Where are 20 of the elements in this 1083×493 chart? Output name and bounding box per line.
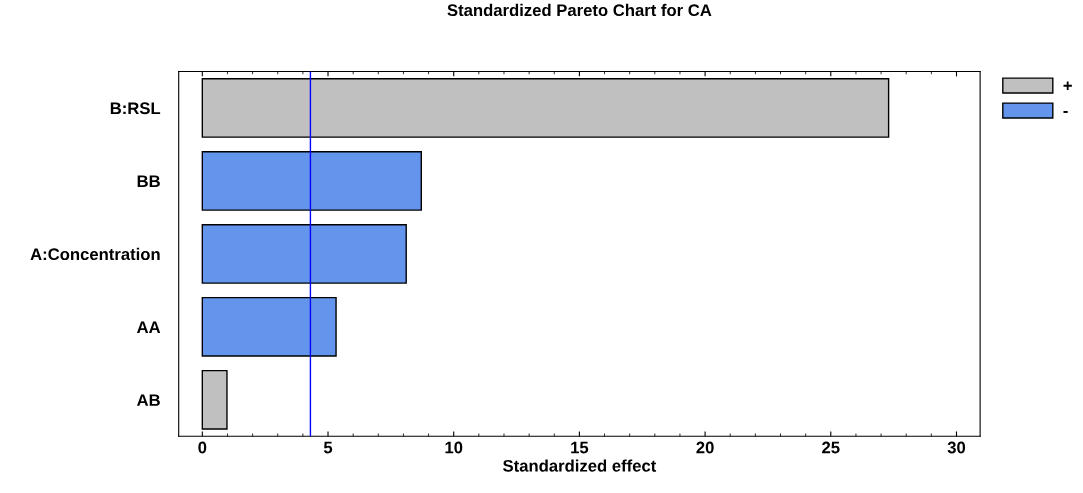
bar xyxy=(201,151,422,211)
bar xyxy=(201,224,407,284)
bar xyxy=(201,78,890,138)
bar xyxy=(201,296,337,357)
x-tick-label: 30 xyxy=(947,441,966,454)
x-tick-label: 0 xyxy=(198,441,207,454)
x-tick-label: 5 xyxy=(323,441,333,454)
y-tick-label: AB xyxy=(136,394,160,406)
x-tick-label: 10 xyxy=(445,441,463,454)
legend-label: - xyxy=(1063,110,1068,113)
y-tick-label: AA xyxy=(136,321,161,333)
y-tick-label: A:Concentration xyxy=(30,247,160,261)
x-tick-label: 15 xyxy=(571,441,589,454)
x-tick-label: 20 xyxy=(696,441,714,454)
y-tick-label: BB xyxy=(137,175,160,187)
x-tick-label: 25 xyxy=(822,441,840,454)
chart-title: Standardized Pareto Chart for CA xyxy=(447,3,712,17)
x-axis-title: Standardized effect xyxy=(503,459,657,472)
y-tick-label: B:RSL xyxy=(110,102,161,115)
legend-label: + xyxy=(1063,81,1072,91)
